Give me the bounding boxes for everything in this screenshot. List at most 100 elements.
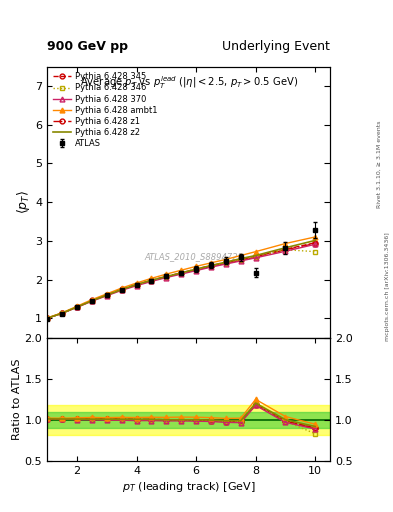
Pythia 6.428 345 xyxy=(283,246,288,252)
Pythia 6.428 370 xyxy=(209,264,213,270)
Pythia 6.428 z2 xyxy=(164,273,169,280)
Pythia 6.428 z2 xyxy=(224,259,228,265)
Pythia 6.428 346 xyxy=(149,278,154,284)
Pythia 6.428 ambt1 xyxy=(149,275,154,282)
Pythia 6.428 z2 xyxy=(179,270,184,276)
Pythia 6.428 346 xyxy=(164,274,169,280)
Pythia 6.428 ambt1 xyxy=(75,303,79,309)
Pythia 6.428 346 xyxy=(194,267,198,273)
Pythia 6.428 z1 xyxy=(313,241,318,247)
Pythia 6.428 ambt1 xyxy=(253,248,258,254)
Pythia 6.428 346 xyxy=(75,304,79,310)
X-axis label: $p_T$ (leading track) [GeV]: $p_T$ (leading track) [GeV] xyxy=(122,480,255,494)
Pythia 6.428 345 xyxy=(119,286,124,292)
Pythia 6.428 z1 xyxy=(105,292,109,298)
Pythia 6.428 z2 xyxy=(313,238,318,244)
Pythia 6.428 345 xyxy=(194,266,198,272)
Pythia 6.428 370 xyxy=(283,248,288,254)
Pythia 6.428 345 xyxy=(105,291,109,297)
Pythia 6.428 z1 xyxy=(283,247,288,253)
Pythia 6.428 370 xyxy=(164,274,169,281)
Pythia 6.428 346 xyxy=(45,315,50,322)
Pythia 6.428 370 xyxy=(239,258,243,264)
Pythia 6.428 370 xyxy=(134,283,139,289)
Pythia 6.428 ambt1 xyxy=(105,291,109,297)
Bar xyxy=(47,412,330,428)
Pythia 6.428 z1 xyxy=(119,287,124,293)
Pythia 6.428 370 xyxy=(45,315,50,322)
Pythia 6.428 z1 xyxy=(179,270,184,276)
Pythia 6.428 345 xyxy=(75,304,79,310)
Pythia 6.428 345 xyxy=(209,263,213,269)
Pythia 6.428 ambt1 xyxy=(179,267,184,273)
Pythia 6.428 370 xyxy=(149,279,154,285)
Pythia 6.428 345 xyxy=(313,240,318,246)
Text: ATLAS_2010_S8894728: ATLAS_2010_S8894728 xyxy=(145,252,244,261)
Pythia 6.428 370 xyxy=(179,271,184,277)
Pythia 6.428 346 xyxy=(134,282,139,288)
Pythia 6.428 z2 xyxy=(149,277,154,283)
Y-axis label: Ratio to ATLAS: Ratio to ATLAS xyxy=(12,358,22,440)
Pythia 6.428 z1 xyxy=(75,304,79,310)
Pythia 6.428 ambt1 xyxy=(194,263,198,269)
Pythia 6.428 346 xyxy=(239,257,243,263)
Pythia 6.428 z1 xyxy=(239,257,243,263)
Pythia 6.428 z1 xyxy=(90,298,94,304)
Pythia 6.428 z1 xyxy=(253,254,258,260)
Pythia 6.428 z2 xyxy=(209,263,213,269)
Pythia 6.428 z1 xyxy=(209,263,213,269)
Pythia 6.428 z2 xyxy=(119,287,124,293)
Pythia 6.428 370 xyxy=(105,293,109,299)
Pythia 6.428 345 xyxy=(239,257,243,263)
Pythia 6.428 z1 xyxy=(45,315,50,322)
Text: Rivet 3.1.10, ≥ 3.1M events: Rivet 3.1.10, ≥ 3.1M events xyxy=(377,120,382,207)
Pythia 6.428 ambt1 xyxy=(119,285,124,291)
Line: Pythia 6.428 345: Pythia 6.428 345 xyxy=(45,240,318,321)
Pythia 6.428 z1 xyxy=(134,282,139,288)
Pythia 6.428 370 xyxy=(119,287,124,293)
Pythia 6.428 370 xyxy=(313,241,318,247)
Pythia 6.428 345 xyxy=(90,297,94,304)
Text: Underlying Event: Underlying Event xyxy=(222,40,330,53)
Pythia 6.428 346 xyxy=(60,310,64,316)
Pythia 6.428 345 xyxy=(164,273,169,280)
Pythia 6.428 ambt1 xyxy=(313,234,318,240)
Pythia 6.428 z2 xyxy=(45,315,50,322)
Pythia 6.428 346 xyxy=(283,247,288,253)
Pythia 6.428 z1 xyxy=(224,260,228,266)
Pythia 6.428 ambt1 xyxy=(90,296,94,303)
Pythia 6.428 346 xyxy=(209,263,213,269)
Text: Average $p_T$ vs $p_T^{lead}$ ($|\eta| < 2.5$, $p_T > 0.5$ GeV): Average $p_T$ vs $p_T^{lead}$ ($|\eta| <… xyxy=(79,75,298,92)
Pythia 6.428 ambt1 xyxy=(224,257,228,263)
Pythia 6.428 z1 xyxy=(60,310,64,316)
Text: 900 GeV pp: 900 GeV pp xyxy=(47,40,128,53)
Pythia 6.428 z1 xyxy=(164,274,169,280)
Pythia 6.428 345 xyxy=(179,270,184,276)
Pythia 6.428 ambt1 xyxy=(239,252,243,259)
Pythia 6.428 370 xyxy=(60,310,64,316)
Pythia 6.428 z2 xyxy=(283,245,288,251)
Pythia 6.428 ambt1 xyxy=(134,280,139,286)
Pythia 6.428 370 xyxy=(253,255,258,261)
Pythia 6.428 ambt1 xyxy=(45,315,50,321)
Pythia 6.428 370 xyxy=(90,298,94,304)
Pythia 6.428 370 xyxy=(224,261,228,267)
Pythia 6.428 z2 xyxy=(134,282,139,288)
Pythia 6.428 ambt1 xyxy=(209,260,213,266)
Pythia 6.428 370 xyxy=(75,304,79,310)
Pythia 6.428 345 xyxy=(45,315,50,322)
Pythia 6.428 z2 xyxy=(253,252,258,259)
Legend: Pythia 6.428 345, Pythia 6.428 346, Pythia 6.428 370, Pythia 6.428 ambt1, Pythia: Pythia 6.428 345, Pythia 6.428 346, Pyth… xyxy=(50,70,160,151)
Line: Pythia 6.428 z2: Pythia 6.428 z2 xyxy=(47,241,315,318)
Pythia 6.428 345 xyxy=(253,253,258,260)
Pythia 6.428 z2 xyxy=(75,304,79,310)
Pythia 6.428 z2 xyxy=(194,266,198,272)
Pythia 6.428 z1 xyxy=(149,278,154,284)
Line: Pythia 6.428 346: Pythia 6.428 346 xyxy=(45,247,318,321)
Pythia 6.428 ambt1 xyxy=(283,241,288,247)
Pythia 6.428 346 xyxy=(253,253,258,260)
Pythia 6.428 346 xyxy=(179,270,184,276)
Pythia 6.428 346 xyxy=(105,292,109,298)
Pythia 6.428 z2 xyxy=(60,310,64,316)
Line: Pythia 6.428 ambt1: Pythia 6.428 ambt1 xyxy=(45,234,318,321)
